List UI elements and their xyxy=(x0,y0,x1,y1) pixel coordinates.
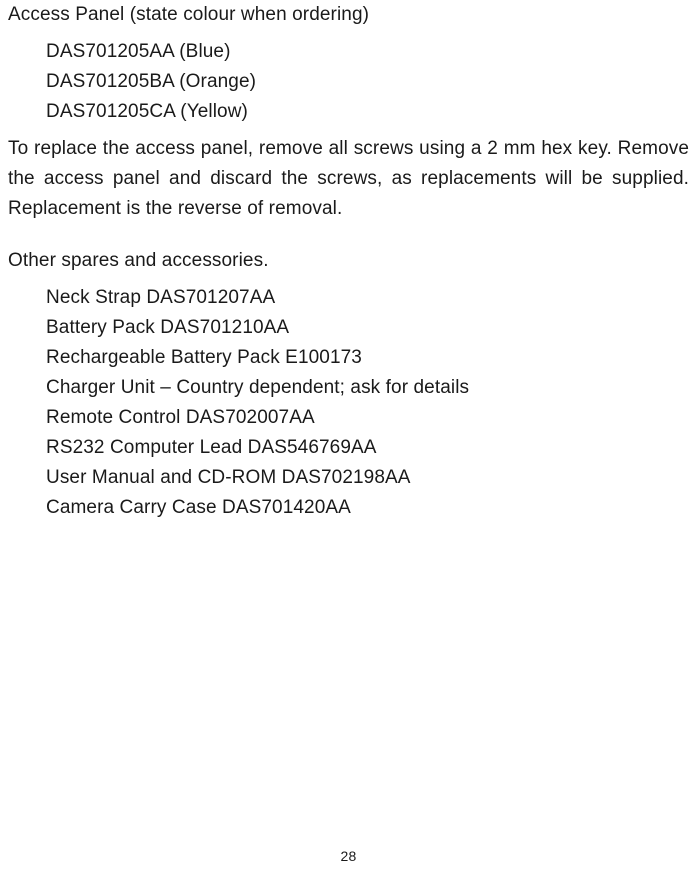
spares-item: Remote Control DAS702007AA xyxy=(8,403,689,433)
access-panel-item: DAS701205AA (Blue) xyxy=(8,37,689,67)
document-page: Access Panel (state colour when ordering… xyxy=(0,0,697,882)
spares-item: RS232 Computer Lead DAS546769AA xyxy=(8,433,689,463)
access-panel-item: DAS701205BA (Orange) xyxy=(8,67,689,97)
spares-heading: Other spares and accessories. xyxy=(8,246,689,276)
page-number: 28 xyxy=(0,848,697,864)
spares-item: Charger Unit – Country dependent; ask fo… xyxy=(8,373,689,403)
spares-item: Rechargeable Battery Pack E100173 xyxy=(8,343,689,373)
access-panel-item: DAS701205CA (Yellow) xyxy=(8,97,689,127)
spares-item: Neck Strap DAS701207AA xyxy=(8,283,689,313)
spares-item: User Manual and CD-ROM DAS702198AA xyxy=(8,463,689,493)
spares-item: Battery Pack DAS701210AA xyxy=(8,313,689,343)
access-panel-heading: Access Panel (state colour when ordering… xyxy=(8,0,689,30)
replace-paragraph: To replace the access panel, remove all … xyxy=(8,134,689,224)
spares-item: Camera Carry Case DAS701420AA xyxy=(8,493,689,523)
